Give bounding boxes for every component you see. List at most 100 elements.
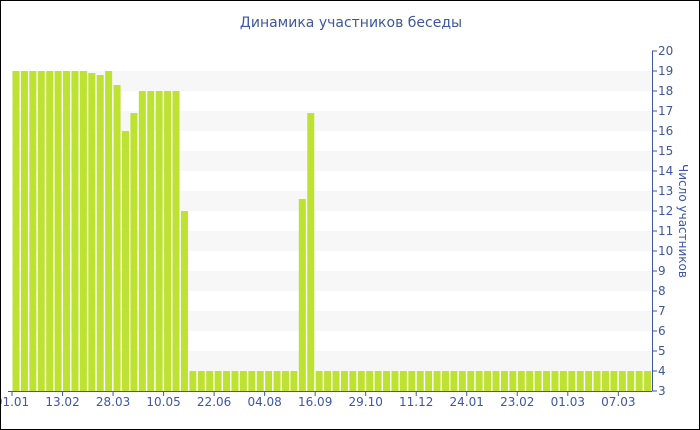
bar	[290, 371, 298, 391]
bar	[54, 71, 62, 391]
bar	[593, 371, 601, 391]
bar	[256, 371, 264, 391]
bar	[180, 211, 188, 391]
bar	[492, 371, 500, 391]
y-tick-label: 14	[658, 164, 673, 178]
y-tick-label: 15	[658, 144, 673, 158]
grid-band	[12, 351, 652, 371]
x-tick-label: 04.08	[247, 395, 281, 409]
bar	[644, 371, 652, 391]
bar	[408, 371, 416, 391]
bar	[231, 371, 239, 391]
bar	[172, 91, 180, 391]
bar	[484, 371, 492, 391]
y-tick-label: 3	[658, 384, 666, 398]
grid-band	[12, 271, 652, 291]
bar	[248, 371, 256, 391]
bar	[130, 113, 138, 391]
x-tick-label: 22.06	[197, 395, 231, 409]
bar	[458, 371, 466, 391]
bar	[332, 371, 340, 391]
y-tick-label: 18	[658, 84, 673, 98]
bar	[298, 199, 306, 391]
x-tick-label: 11.12	[399, 395, 433, 409]
bar	[433, 371, 441, 391]
y-tick-label: 5	[658, 344, 666, 358]
y-tick-label: 10	[658, 244, 673, 258]
bar	[189, 371, 197, 391]
bar	[138, 91, 146, 391]
y-tick-label: 9	[658, 264, 666, 278]
bar	[307, 113, 315, 391]
bar	[475, 371, 483, 391]
bar	[357, 371, 365, 391]
y-tick-label: 11	[658, 224, 673, 238]
x-tick-label: 29.10	[349, 395, 383, 409]
bar	[526, 371, 534, 391]
bar	[20, 71, 28, 391]
bar	[281, 371, 289, 391]
bar	[315, 371, 323, 391]
bar	[113, 85, 121, 391]
bar	[29, 71, 37, 391]
x-tick-label: 23.02	[500, 395, 534, 409]
x-tick-label: 24.01	[450, 395, 484, 409]
bar	[543, 371, 551, 391]
bar	[197, 371, 205, 391]
grid-band	[12, 111, 652, 131]
bar	[273, 371, 281, 391]
bar	[121, 131, 129, 391]
y-tick-label: 19	[658, 64, 673, 78]
bar	[96, 75, 104, 391]
bar	[105, 71, 113, 391]
bar	[71, 71, 79, 391]
grid-band	[12, 151, 652, 171]
bar	[265, 371, 273, 391]
bar	[559, 371, 567, 391]
grid-band	[12, 191, 652, 211]
bar	[164, 91, 172, 391]
x-tick-label: 01.01	[1, 395, 29, 409]
bar	[450, 371, 458, 391]
bar	[324, 371, 332, 391]
y-axis-label: Число участников	[676, 164, 690, 278]
chart-title: Динамика участников беседы	[239, 15, 463, 31]
y-tick-label: 16	[658, 124, 673, 138]
x-tick-label: 07.03	[601, 395, 635, 409]
bar	[374, 371, 382, 391]
bar	[63, 71, 71, 391]
bar	[441, 371, 449, 391]
bar	[517, 371, 525, 391]
bar	[88, 73, 96, 391]
grid-band	[12, 71, 652, 91]
y-tick-label: 4	[658, 364, 666, 378]
bar	[576, 371, 584, 391]
y-tick-label: 13	[658, 184, 673, 198]
bar	[206, 371, 214, 391]
bar	[349, 371, 357, 391]
grid-band	[12, 311, 652, 331]
y-tick-label: 6	[658, 324, 666, 338]
bar	[551, 371, 559, 391]
bar	[568, 371, 576, 391]
bar	[425, 371, 433, 391]
x-tick-label: 01.03	[551, 395, 585, 409]
bar	[635, 371, 643, 391]
bar	[467, 371, 475, 391]
bar	[610, 371, 618, 391]
y-tick-label: 12	[658, 204, 673, 218]
bar	[627, 371, 635, 391]
bar	[399, 371, 407, 391]
bar	[46, 71, 54, 391]
bar	[509, 371, 517, 391]
bar	[383, 371, 391, 391]
bar	[534, 371, 542, 391]
bar	[340, 371, 348, 391]
bar	[618, 371, 626, 391]
bar	[12, 71, 20, 391]
bar	[79, 71, 87, 391]
x-tick-label: 28.03	[96, 395, 130, 409]
grid-band	[12, 231, 652, 251]
bar	[239, 371, 247, 391]
